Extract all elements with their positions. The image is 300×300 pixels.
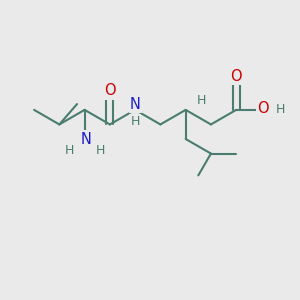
Text: N: N	[81, 131, 92, 146]
Text: H: H	[95, 144, 105, 157]
Text: N: N	[130, 97, 141, 112]
Text: O: O	[230, 69, 242, 84]
Text: H: H	[196, 94, 206, 107]
Text: H: H	[130, 115, 140, 128]
Text: O: O	[104, 83, 116, 98]
Text: H: H	[276, 103, 286, 116]
Text: O: O	[257, 101, 269, 116]
Text: H: H	[64, 144, 74, 157]
